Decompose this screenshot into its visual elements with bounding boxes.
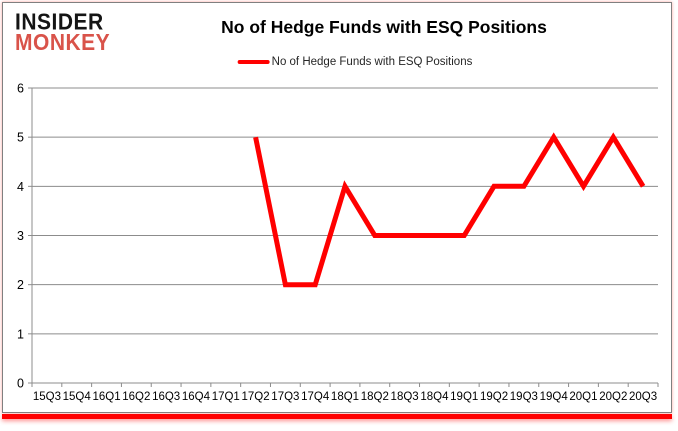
logo-text-monkey: MONKEY [15,30,111,56]
legend-label: No of Hedge Funds with ESQ Positions [271,56,473,68]
bottom-red-bar [2,414,672,419]
legend: No of Hedge Funds with ESQ Positions [237,56,473,68]
insider-monkey-logo: INSIDER MONKEY [15,9,111,56]
legend-line-swatch [237,59,270,65]
chart-title: No of Hedge Funds with ESQ Positions [221,17,547,37]
chart-widget: INSIDER MONKEY No of Hedge Funds with ES… [2,2,672,413]
logo-text-insider: INSIDER [15,9,104,35]
